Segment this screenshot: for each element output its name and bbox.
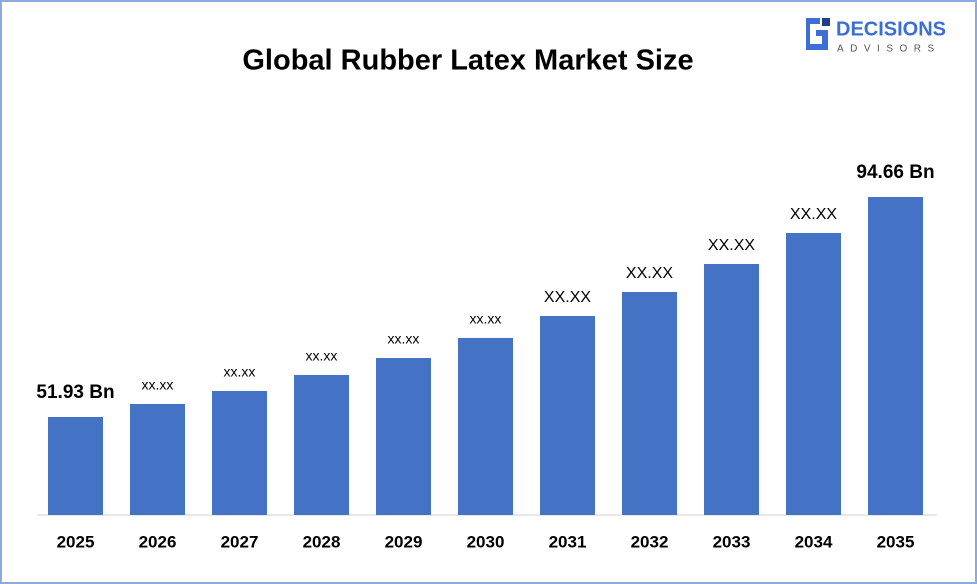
x-tick-label: 2035 [877,532,915,551]
value-label: 51.93 Bn [36,382,114,403]
logo-icon-accent [822,18,830,26]
value-label: xx.xx [306,348,338,364]
x-tick-label: 2027 [221,532,259,551]
logo: DECISIONS ADVISORS [806,18,946,55]
value-label: XX.XX [626,265,673,282]
value-label: xx.xx [470,311,502,327]
bar [294,374,349,515]
value-label: XX.XX [708,237,755,254]
bar [704,263,759,515]
value-label: xx.xx [142,377,174,393]
logo-icon [806,18,828,50]
chart-title: Global Rubber Latex Market Size [242,45,693,77]
bar [212,390,267,515]
bar [48,417,103,515]
value-label: XX.XX [790,206,837,223]
x-tick-label: 2029 [385,532,423,551]
x-tick-label: 2034 [795,532,833,551]
bar [458,337,513,515]
x-tick-label: 2032 [631,532,669,551]
value-label: 94.66 Bn [856,162,934,183]
bar [868,197,923,515]
x-tick-label: 2030 [467,532,505,551]
bar [130,403,185,515]
x-tick-label: 2026 [139,532,177,551]
value-label: xx.xx [388,331,420,347]
x-tick-label: 2031 [549,532,587,551]
bar [622,291,677,515]
bar [540,315,595,515]
value-label: XX.XX [544,289,591,306]
bar [376,357,431,515]
x-tick-label: 2033 [713,532,751,551]
logo-name: DECISIONS [836,18,946,40]
logo-tagline: ADVISORS [837,44,941,55]
value-label: xx.xx [224,364,256,380]
x-tick-label: 2025 [57,532,95,551]
bar [786,232,841,515]
x-tick-label: 2028 [303,532,341,551]
